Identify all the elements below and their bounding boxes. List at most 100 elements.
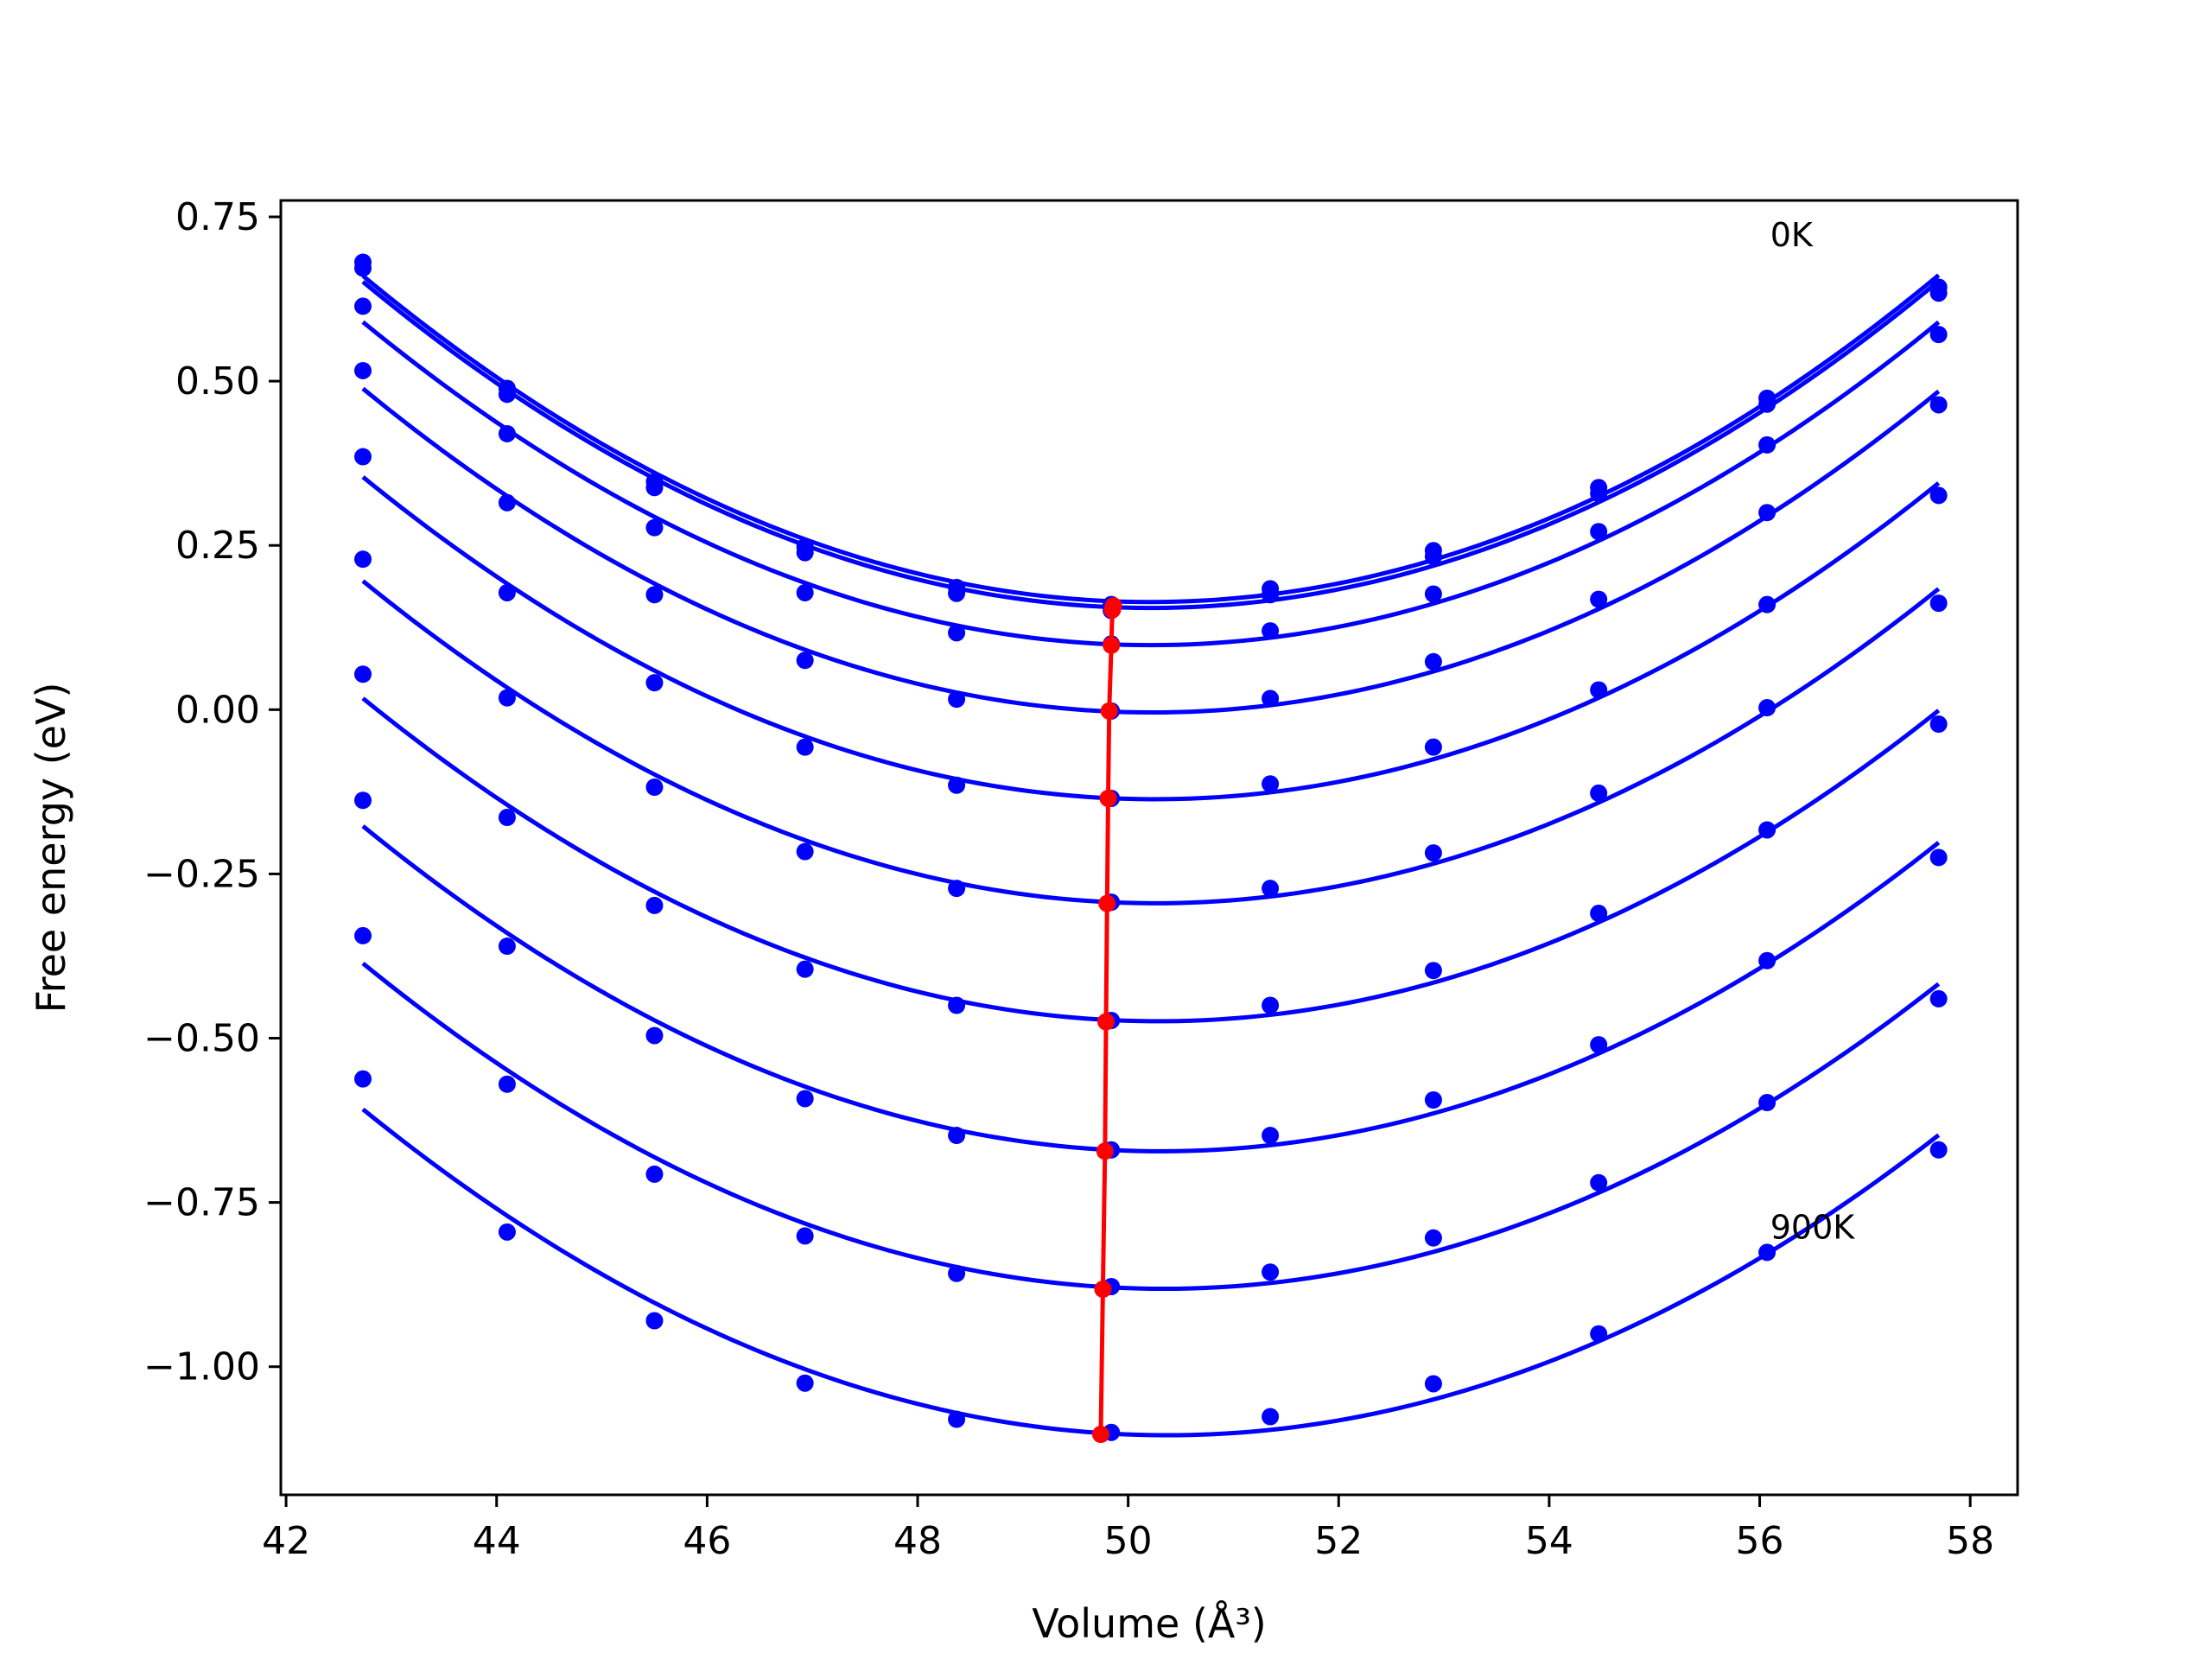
data-point bbox=[1590, 1325, 1608, 1343]
equilibrium-point bbox=[1096, 1142, 1114, 1160]
data-point bbox=[1590, 523, 1608, 541]
data-point bbox=[1590, 681, 1608, 699]
fit-curve bbox=[361, 696, 1941, 1024]
data-point bbox=[498, 809, 516, 827]
data-point bbox=[645, 1027, 664, 1045]
data-point bbox=[1929, 396, 1948, 414]
data-point bbox=[498, 938, 516, 956]
equilibrium-layer bbox=[1091, 597, 1122, 1444]
data-point bbox=[948, 624, 966, 642]
y-axis: 0.75 0.50 0.25 0.00 −0.25 −0.50 −0.75 −1.00 bbox=[143, 195, 281, 1389]
fit-curve bbox=[361, 386, 1941, 715]
data-point bbox=[1262, 996, 1280, 1014]
equilibrium-point bbox=[1100, 702, 1118, 720]
fit-curve bbox=[361, 475, 1941, 802]
data-point bbox=[1929, 1141, 1948, 1159]
data-point bbox=[354, 550, 372, 569]
data-point bbox=[796, 842, 814, 861]
data-point bbox=[645, 674, 664, 692]
data-point bbox=[796, 960, 814, 978]
y-tick-label: −0.50 bbox=[143, 1017, 260, 1061]
data-point bbox=[1929, 989, 1948, 1007]
equilibrium-point bbox=[1094, 1280, 1112, 1298]
data-point bbox=[645, 518, 664, 537]
data-point bbox=[354, 259, 372, 277]
data-point bbox=[796, 543, 814, 562]
x-axis: 42 44 46 48 50 52 54 56 58 bbox=[262, 1495, 1994, 1563]
data-point bbox=[948, 996, 966, 1014]
x-tick-label: 52 bbox=[1314, 1519, 1363, 1563]
data-point bbox=[1758, 821, 1777, 839]
data-point bbox=[1929, 486, 1948, 505]
data-point bbox=[1262, 1263, 1280, 1281]
equilibrium-point bbox=[1098, 894, 1116, 912]
data-point bbox=[1590, 784, 1608, 802]
data-point bbox=[1262, 1408, 1280, 1426]
data-point bbox=[645, 1165, 664, 1183]
y-tick-label: 0.25 bbox=[175, 524, 260, 568]
data-point bbox=[498, 385, 516, 404]
data-point bbox=[796, 583, 814, 601]
data-point bbox=[645, 896, 664, 914]
x-tick-label: 54 bbox=[1525, 1519, 1573, 1563]
data-point bbox=[1424, 1229, 1442, 1247]
data-point bbox=[354, 297, 372, 315]
data-point bbox=[354, 926, 372, 944]
fit-curve bbox=[361, 273, 1941, 605]
equilibrium-point bbox=[1103, 601, 1122, 619]
data-point bbox=[796, 1227, 814, 1245]
data-point bbox=[948, 1410, 966, 1428]
x-tick-label: 48 bbox=[893, 1519, 942, 1563]
y-tick-label: 0.50 bbox=[175, 359, 260, 404]
data-point bbox=[1758, 435, 1777, 454]
data-point bbox=[1758, 595, 1777, 613]
y-tick-label: −0.25 bbox=[143, 852, 260, 896]
equilibrium-point bbox=[1097, 1013, 1116, 1031]
data-point bbox=[948, 584, 966, 602]
data-point bbox=[1424, 962, 1442, 980]
data-point bbox=[645, 1312, 664, 1330]
y-tick-label: −1.00 bbox=[143, 1345, 260, 1389]
y-tick-label: −0.75 bbox=[143, 1181, 260, 1225]
data-point bbox=[1929, 849, 1948, 867]
data-point bbox=[948, 1264, 966, 1282]
data-point bbox=[1929, 594, 1948, 613]
data-point bbox=[1758, 699, 1777, 717]
data-point bbox=[1424, 844, 1442, 862]
data-point bbox=[354, 791, 372, 810]
data-point bbox=[1262, 690, 1280, 708]
data-point bbox=[354, 665, 372, 683]
fit-curve bbox=[361, 1107, 1941, 1438]
data-point bbox=[1424, 1375, 1442, 1393]
series-T3 bbox=[354, 361, 1948, 720]
fit-curve bbox=[361, 579, 1941, 906]
data-point bbox=[796, 1090, 814, 1108]
series-T1 bbox=[354, 259, 1948, 620]
data-point bbox=[1758, 951, 1777, 969]
data-point bbox=[354, 361, 372, 379]
equilibrium-point bbox=[1103, 636, 1121, 654]
x-axis-label: Volume (Å³) bbox=[1032, 1600, 1267, 1647]
series-T4 bbox=[354, 448, 1948, 807]
data-point bbox=[1424, 652, 1442, 671]
y-axis-label: Free energy (eV) bbox=[28, 683, 74, 1014]
data-point bbox=[498, 689, 516, 707]
data-point bbox=[1590, 485, 1608, 503]
equilibrium-point bbox=[1099, 789, 1117, 807]
fit-curve bbox=[361, 962, 1941, 1292]
data-point bbox=[948, 776, 966, 794]
data-point bbox=[948, 1127, 966, 1145]
data-point bbox=[645, 479, 664, 497]
data-point bbox=[498, 583, 516, 601]
data-point bbox=[1758, 395, 1777, 413]
data-point bbox=[1929, 284, 1948, 302]
x-tick-label: 50 bbox=[1104, 1519, 1153, 1563]
data-point bbox=[948, 880, 966, 898]
data-point bbox=[1424, 1090, 1442, 1109]
data-point bbox=[948, 690, 966, 709]
data-point bbox=[1590, 590, 1608, 608]
data-point bbox=[1424, 738, 1442, 756]
data-point bbox=[498, 1075, 516, 1093]
